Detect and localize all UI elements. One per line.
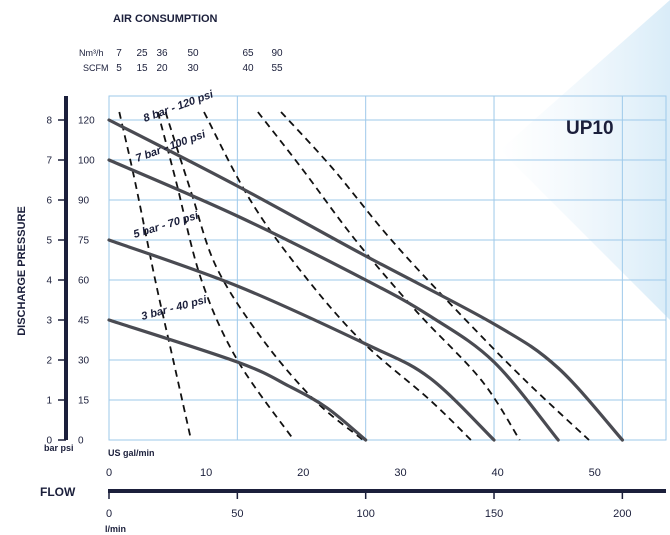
air-tick-label: 65 — [242, 48, 254, 59]
air-unit-label-2: SCFM — [83, 63, 109, 73]
y-tick-label-psi: 75 — [78, 236, 90, 247]
air-tick-label: 50 — [187, 48, 199, 59]
model-label: UP10 — [566, 118, 614, 139]
air-tick-label: 20 — [156, 63, 168, 74]
air-tick-label: 5 — [116, 63, 122, 74]
y-tick-label-psi: 60 — [78, 276, 90, 287]
air-tick-label: 25 — [136, 48, 148, 59]
series-label-4: 3 bar - 40 psi — [140, 294, 209, 323]
x-tick-label-lmin: 0 — [106, 508, 112, 520]
air-tick-label: 15 — [136, 63, 148, 74]
x-tick-label-lmin: 50 — [231, 508, 243, 520]
x-tick-label-gpm: 20 — [297, 467, 309, 479]
y-tick-label-bar: 7 — [46, 156, 52, 167]
y-axis-units: bar psi — [44, 443, 74, 453]
x-top-units: US gal/min — [108, 448, 155, 458]
pressure-curve-2 — [107, 158, 560, 442]
y-tick-label-bar: 2 — [46, 356, 52, 367]
y-tick-label-bar: 8 — [46, 116, 52, 127]
y-tick-label-bar: 1 — [46, 396, 52, 407]
y-tick-label-psi: 45 — [78, 316, 90, 327]
y-tick-label-bar: 4 — [46, 276, 52, 287]
y-axis-title: DISCHARGE PRESSURE — [16, 206, 28, 336]
series-label-1: 8 bar - 120 psi — [142, 88, 216, 125]
x-tick-label-gpm: 30 — [394, 467, 406, 479]
y-tick-label-bar: 0 — [46, 436, 52, 447]
air-tick-label: 40 — [242, 63, 254, 74]
air-tick-label: 36 — [156, 48, 168, 59]
pressure-curve-3 — [107, 238, 496, 442]
y-tick-label-bar: 3 — [46, 316, 52, 327]
pressure-curves — [107, 118, 624, 442]
air-tick-label: 55 — [271, 63, 283, 74]
air-unit-label-1: Nm³/h — [79, 48, 104, 58]
x-tick-label-gpm: 40 — [491, 467, 503, 479]
chart-title: AIR CONSUMPTION — [113, 13, 218, 25]
series-label-3: 5 bar - 70 psi — [132, 209, 201, 240]
x-tick-label-lmin: 150 — [485, 508, 503, 520]
y-tick-label-psi: 0 — [78, 436, 84, 447]
x-tick-label-lmin: 200 — [613, 508, 631, 520]
x-axis-lmin-ticks: 0 50 100 150 200 — [106, 491, 632, 520]
air-curve-36 — [164, 111, 364, 441]
x-axis-title: FLOW — [40, 485, 76, 499]
x-tick-label-gpm: 10 — [200, 467, 212, 479]
y-tick-label-bar: 5 — [46, 236, 52, 247]
x-tick-label-gpm: 50 — [589, 467, 601, 479]
x-bottom-units: l/min — [105, 524, 126, 534]
y-tick-label-psi: 15 — [78, 396, 90, 407]
x-axis-gpm-ticks: 0 10 20 30 40 50 — [106, 467, 601, 479]
y-tick-label-psi: 90 — [78, 196, 90, 207]
air-curve-50 — [203, 111, 472, 441]
air-curve-25 — [156, 111, 295, 441]
y-tick-label-psi: 100 — [78, 156, 95, 167]
air-tick-label: 7 — [116, 48, 122, 59]
x-tick-label-gpm: 0 — [106, 467, 112, 479]
air-curve-90 — [280, 111, 590, 441]
y-tick-label-bar: 6 — [46, 196, 52, 207]
y-tick-label-psi: 120 — [78, 116, 95, 127]
x-tick-label-lmin: 100 — [357, 508, 375, 520]
pressure-curve-4 — [107, 318, 368, 442]
air-tick-label: 90 — [271, 48, 283, 59]
air-curve-7 — [118, 111, 192, 441]
pressure-curve-1 — [107, 118, 624, 442]
air-tick-label: 30 — [187, 63, 199, 74]
y-tick-label-psi: 30 — [78, 356, 90, 367]
air-curve-65 — [257, 111, 521, 441]
air-consumption-ticks: 7 25 36 50 65 90 5 15 20 30 40 55 — [116, 48, 283, 74]
